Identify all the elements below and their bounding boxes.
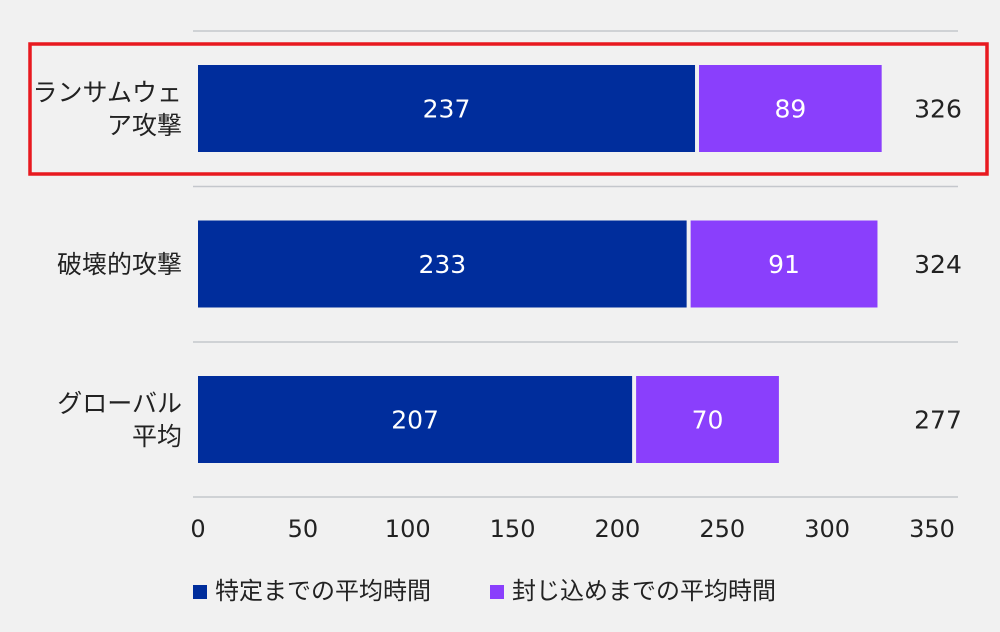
- x-tick-label: 350: [909, 515, 955, 543]
- category-label: ア攻撃: [107, 111, 182, 140]
- row-separators: [193, 30, 958, 498]
- x-axis-ticks: 0 50 100 150 200 250 300 350: [190, 515, 955, 543]
- bar-segment: [690, 220, 878, 308]
- x-tick-label: 0: [190, 515, 205, 543]
- bar-value-label: 233: [418, 250, 466, 279]
- total-label: 324: [914, 250, 962, 279]
- bar-value-label: 237: [423, 95, 471, 124]
- total-label: 326: [914, 95, 962, 124]
- highlight-box: [28, 42, 989, 176]
- x-tick-label: 250: [699, 515, 745, 543]
- x-tick-label: 300: [804, 515, 850, 543]
- bar-segment: [198, 376, 633, 463]
- category-label: 破壊的攻撃: [57, 250, 182, 279]
- bar-segment: [636, 376, 779, 463]
- total-label: 277: [914, 406, 962, 435]
- x-tick-label: 150: [490, 515, 536, 543]
- bar-value-label: 207: [391, 406, 439, 435]
- x-tick-label: 200: [595, 515, 641, 543]
- bar-segment: [198, 220, 687, 308]
- legend-label: 封じ込めまでの平均時間: [512, 577, 776, 605]
- x-tick-label: 100: [385, 515, 431, 543]
- category-label: グローバル: [57, 389, 182, 418]
- highlight-rectangle: [28, 42, 989, 176]
- bar-value-label: 89: [774, 95, 806, 124]
- total-labels: 326 324 277: [914, 95, 962, 435]
- bars: 237 89 233 91 207 70: [198, 65, 882, 463]
- legend-swatch: [490, 585, 504, 599]
- bar-segment: [699, 65, 882, 152]
- category-label: 平均: [132, 422, 182, 451]
- x-tick-label: 50: [288, 515, 319, 543]
- bar-segment: [198, 65, 696, 152]
- category-label: ランサムウェ: [32, 78, 182, 107]
- legend-swatch: [193, 585, 207, 599]
- bar-value-label: 70: [692, 406, 724, 435]
- legend-label: 特定までの平均時間: [215, 577, 431, 605]
- legend: 特定までの平均時間 封じ込めまでの平均時間: [193, 577, 776, 605]
- bar-value-label: 91: [768, 250, 800, 279]
